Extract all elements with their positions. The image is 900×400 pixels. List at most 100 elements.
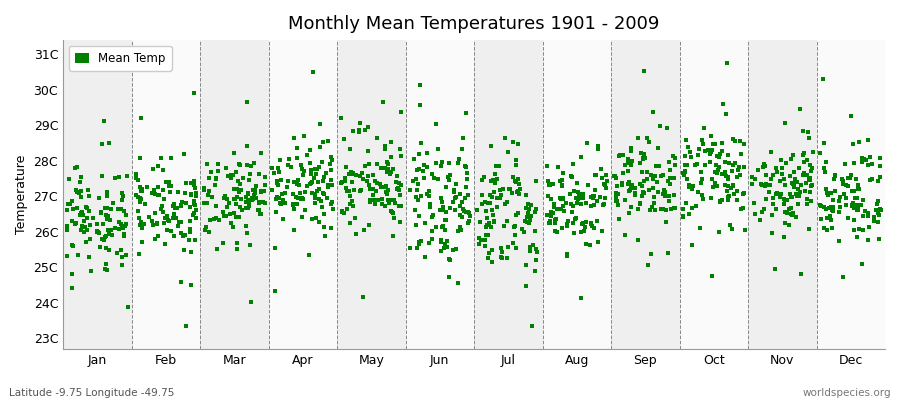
Point	[71, 252, 86, 258]
Point	[634, 183, 649, 190]
Point	[449, 245, 464, 252]
Point	[73, 212, 87, 218]
Point	[75, 222, 89, 229]
Point	[869, 207, 884, 213]
Point	[640, 169, 654, 176]
Point	[356, 176, 371, 182]
Bar	[131, 40, 200, 349]
Point	[591, 142, 606, 149]
Point	[162, 183, 176, 189]
Point	[787, 184, 801, 190]
Point	[719, 111, 733, 118]
Point	[119, 252, 133, 259]
Point	[828, 172, 842, 179]
Point	[578, 224, 592, 230]
Point	[515, 226, 529, 232]
Point	[209, 174, 223, 181]
Point	[104, 206, 118, 212]
Point	[480, 222, 494, 229]
Point	[820, 226, 834, 233]
Point	[412, 213, 427, 219]
Point	[802, 135, 816, 141]
Point	[834, 176, 849, 182]
Point	[175, 199, 189, 205]
Point	[202, 188, 216, 194]
Point	[484, 224, 499, 230]
Point	[226, 196, 240, 202]
Point	[119, 212, 133, 218]
Point	[178, 323, 193, 330]
Bar	[748, 40, 816, 349]
Point	[114, 220, 129, 227]
Point	[362, 222, 376, 228]
Point	[317, 174, 331, 180]
Point	[454, 199, 469, 205]
Point	[820, 190, 834, 196]
Point	[459, 164, 473, 170]
Point	[290, 155, 304, 162]
Point	[846, 141, 860, 148]
Point	[208, 182, 222, 189]
Point	[133, 115, 148, 121]
Point	[437, 226, 452, 233]
Point	[579, 200, 593, 206]
Point	[453, 224, 467, 231]
Point	[317, 191, 331, 198]
Point	[170, 204, 184, 211]
Point	[650, 179, 664, 185]
Point	[747, 200, 761, 206]
Point	[403, 186, 418, 193]
Point	[455, 214, 470, 220]
Point	[74, 174, 88, 180]
Point	[326, 206, 340, 212]
Bar	[200, 40, 268, 349]
Point	[437, 216, 452, 223]
Point	[219, 165, 233, 171]
Point	[824, 217, 839, 223]
Point	[724, 167, 739, 174]
Point	[186, 197, 201, 204]
Point	[310, 214, 324, 221]
Point	[98, 260, 112, 267]
Point	[149, 220, 164, 226]
Point	[323, 160, 338, 167]
Point	[800, 196, 814, 202]
Point	[310, 187, 324, 194]
Point	[700, 147, 715, 154]
Point	[608, 189, 623, 196]
Point	[863, 154, 878, 161]
Point	[381, 160, 395, 167]
Point	[794, 181, 808, 188]
Point	[836, 181, 850, 187]
Point	[304, 170, 319, 177]
Point	[251, 171, 266, 177]
Point	[636, 156, 651, 163]
Point	[460, 176, 474, 182]
Point	[436, 245, 451, 252]
Point	[77, 224, 92, 230]
Point	[308, 200, 322, 206]
Point	[791, 192, 806, 199]
Point	[478, 237, 492, 243]
Point	[662, 192, 677, 199]
Point	[844, 187, 859, 194]
Point	[748, 176, 762, 182]
Point	[854, 154, 868, 161]
Point	[832, 198, 846, 205]
Point	[130, 177, 145, 184]
Point	[242, 201, 256, 207]
Point	[240, 230, 255, 236]
Point	[302, 180, 317, 187]
Point	[83, 222, 97, 229]
Point	[333, 180, 347, 186]
Point	[274, 177, 289, 183]
Point	[555, 170, 570, 176]
Text: Latitude -9.75 Longitude -49.75: Latitude -9.75 Longitude -49.75	[9, 388, 175, 398]
Point	[753, 181, 768, 188]
Point	[769, 164, 783, 171]
Point	[306, 69, 320, 76]
Point	[658, 188, 672, 195]
Point	[663, 175, 678, 182]
Point	[205, 193, 220, 200]
Point	[544, 213, 558, 219]
